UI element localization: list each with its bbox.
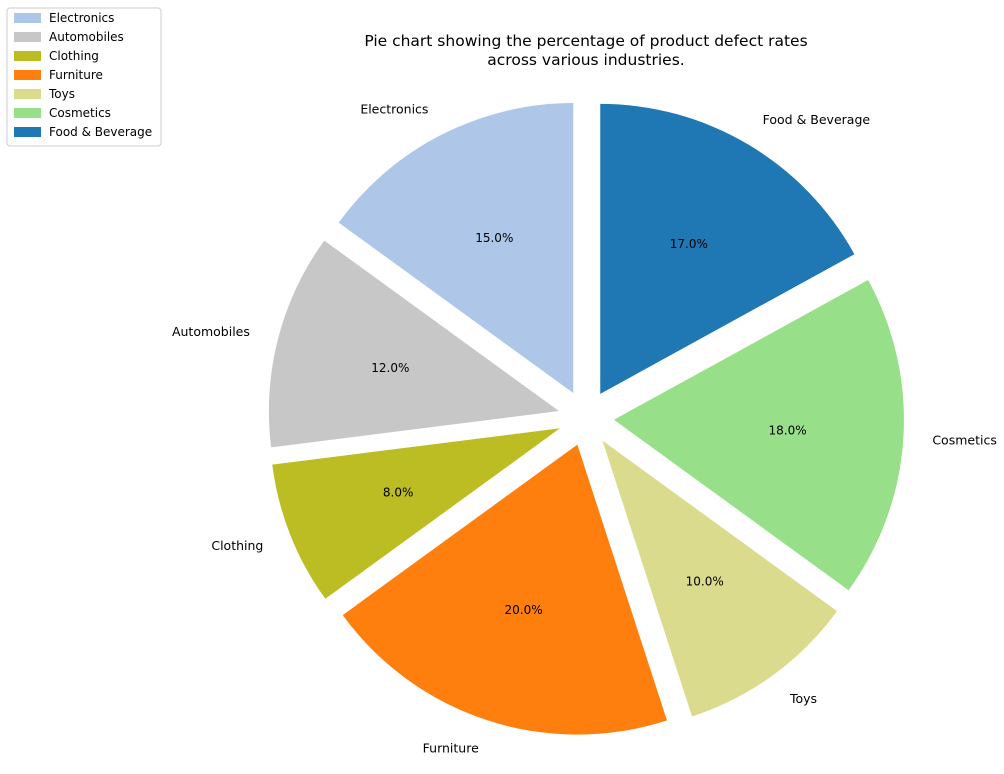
pie-percent-label-electronics: 15.0% (475, 231, 513, 245)
legend-swatch-furniture (14, 70, 41, 80)
pie-percent-label-food-and-beverage: 17.0% (670, 237, 708, 251)
legend-label-toys: Toys (48, 87, 75, 101)
legend-swatch-toys (14, 89, 41, 99)
pie-category-label-electronics: Electronics (360, 101, 428, 116)
legend-label-cosmetics: Cosmetics (49, 106, 111, 120)
legend-label-food-and-beverage: Food & Beverage (49, 125, 152, 139)
legend-label-automobiles: Automobiles (49, 30, 124, 44)
pie-percent-label-automobiles: 12.0% (371, 361, 409, 375)
pie-category-label-furniture: Furniture (423, 741, 479, 756)
pie-slice-electronics (338, 103, 574, 394)
pie-slice-toys (602, 440, 838, 717)
chart-title: Pie chart showing the percentage of prod… (364, 32, 807, 69)
chart-title-line-2: across various industries. (487, 51, 684, 69)
legend-swatch-clothing (14, 51, 41, 61)
legend-items: Electronics Automobiles Clothing Furniture T… (14, 11, 152, 139)
legend-swatch-food-and-beverage (14, 127, 41, 137)
legend-swatch-electronics (14, 13, 41, 23)
pie-category-label-automobiles: Automobiles (172, 324, 250, 339)
chart-title-line-1: Pie chart showing the percentage of prod… (364, 32, 807, 50)
pie-percent-label-clothing: 8.0% (383, 485, 414, 499)
legend-frame (6, 7, 162, 147)
legend-label-clothing: Clothing (49, 49, 99, 63)
pie-slice-cosmetics (613, 280, 904, 591)
legend-label-electronics: Electronics (49, 11, 114, 25)
pie-slices (268, 103, 904, 735)
legend-swatch-cosmetics (14, 108, 41, 118)
pie-labels: 15.0% Electronics 12.0% Automobiles 8.0% Clot… (172, 101, 997, 755)
pie-slice-food-and-beverage (600, 103, 855, 394)
pie-percent-label-furniture: 20.0% (505, 603, 543, 617)
pie-percent-label-cosmetics: 18.0% (769, 424, 807, 438)
legend: Electronics Automobiles Clothing Furniture T… (6, 7, 162, 147)
legend-label-furniture: Furniture (49, 68, 103, 82)
pie-percent-label-toys: 10.0% (686, 574, 724, 588)
legend-swatch-automobiles (14, 32, 41, 42)
pie-category-label-toys: Toys (789, 691, 817, 706)
pie-slice-clothing (272, 428, 560, 599)
pie-category-label-cosmetics: Cosmetics (932, 432, 997, 447)
pie-slice-automobiles (268, 240, 559, 448)
pie-slice-furniture (342, 444, 667, 735)
pie-category-label-food-and-beverage: Food & Beverage (763, 112, 871, 127)
pie-category-label-clothing: Clothing (211, 538, 263, 553)
